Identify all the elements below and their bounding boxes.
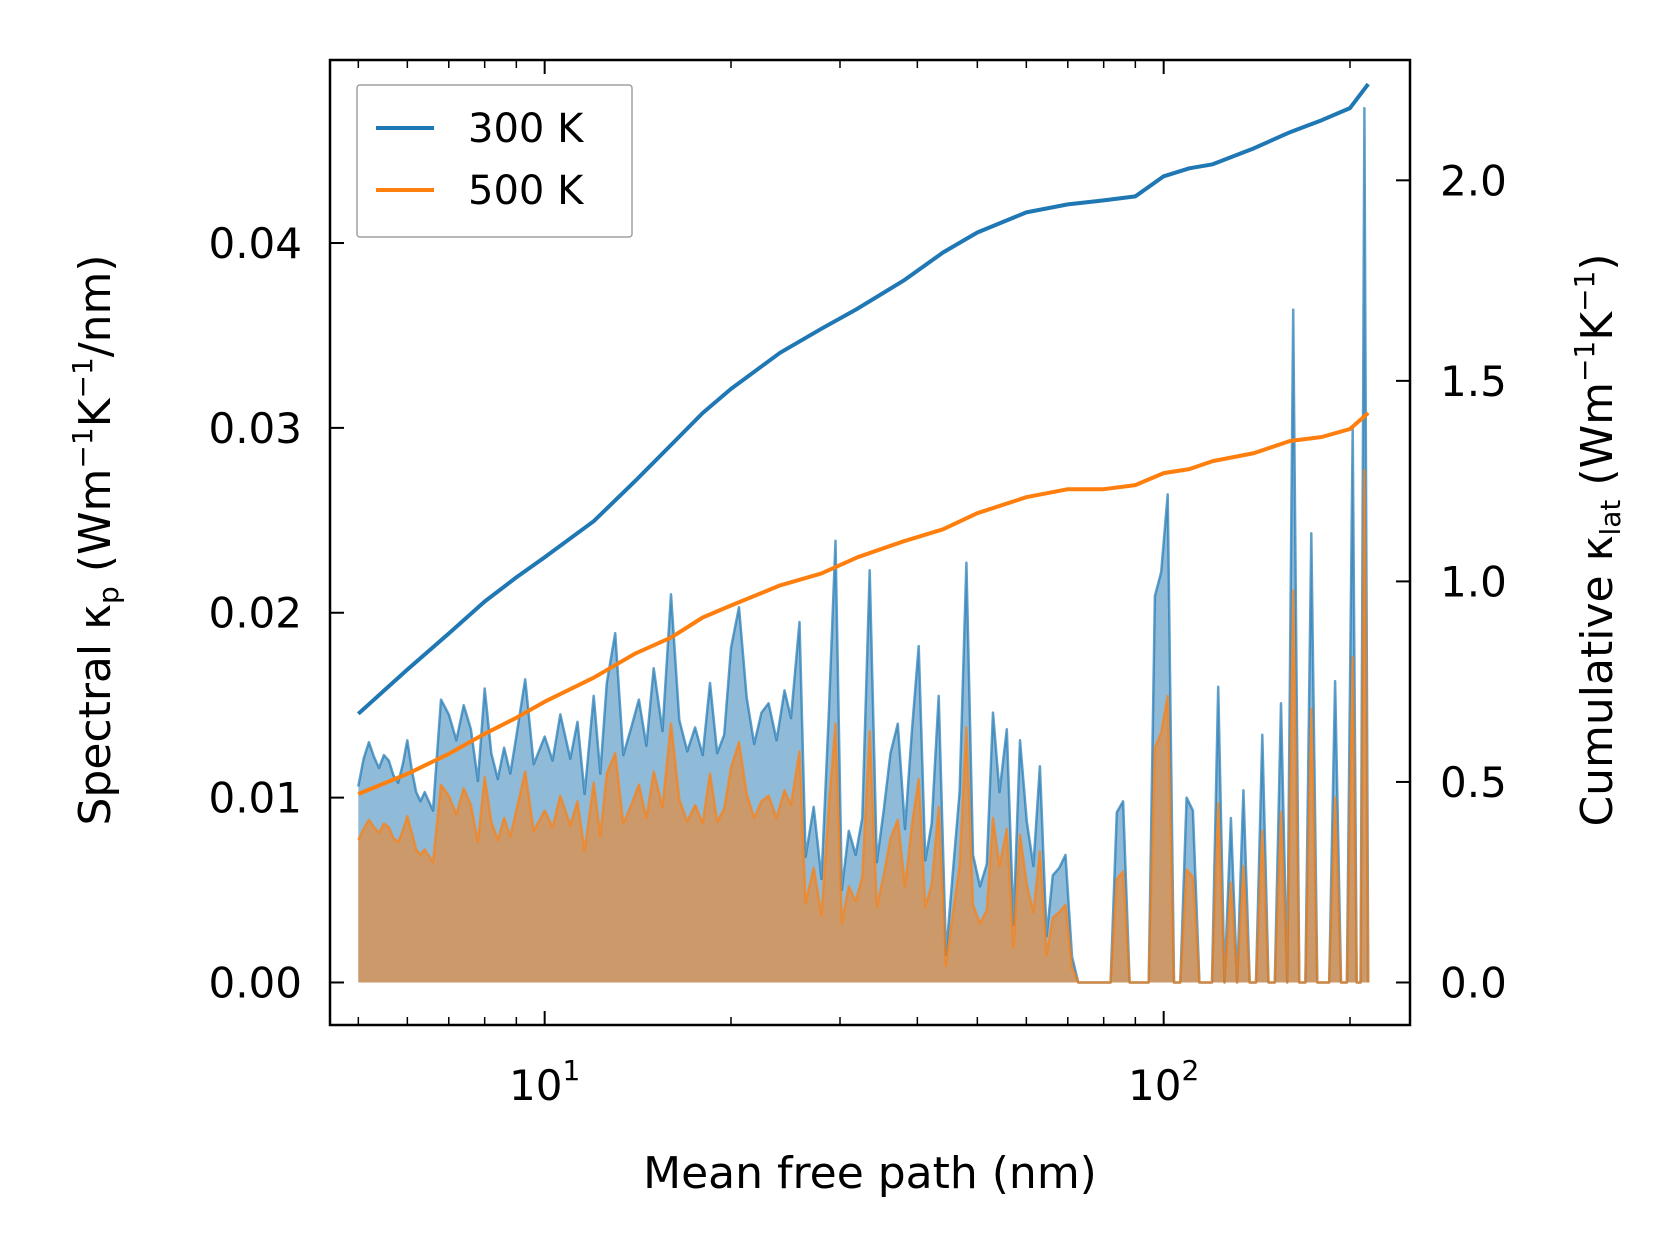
cumulative-line-300k	[356, 82, 1370, 716]
y-right-tick-label: 1.5	[1440, 357, 1507, 406]
legend-box	[356, 84, 633, 238]
y-right-label-k: K	[1572, 311, 1623, 341]
x-tick-exp: 2	[1181, 1054, 1199, 1087]
y-left-label-units: (Wm	[70, 469, 121, 587]
y-right-axis-label: Cumulative κlat (Wm−1K−1)	[1568, 253, 1627, 826]
tick-labels: 101 1020.000.010.020.030.040.00.51.01.52.…	[208, 156, 1506, 1110]
y-left-label-main: Spectral κ	[70, 604, 121, 826]
spectral-line-300k	[357, 106, 1370, 984]
y-right-label-units: (Wm	[1572, 382, 1623, 500]
y-right-tick-label: 1.0	[1440, 557, 1507, 606]
y-left-label-sup1: −1	[66, 427, 99, 468]
y-right-tick-label: 0.0	[1440, 958, 1507, 1007]
x-tick-label: 101	[509, 1054, 580, 1110]
y-left-tick-label: 0.02	[208, 589, 302, 638]
y-right-label-end: )	[1572, 253, 1623, 270]
y-left-label-sub: p	[92, 586, 125, 604]
axis-ticks	[330, 60, 1410, 1025]
spectral-line-500k	[357, 469, 1370, 984]
y-left-axis-label: Spectral κp (Wm−1K−1/nm)	[66, 254, 125, 825]
y-left-tick-label: 0.03	[208, 404, 302, 453]
axes-frame	[328, 58, 1412, 1027]
legend-label-500k: 500 K	[468, 168, 585, 214]
legend-label-300k: 300 K	[468, 106, 585, 152]
x-tick-base: 10	[509, 1061, 562, 1110]
y-left-tick-label: 0.04	[208, 219, 302, 268]
y-right-tick-label: 2.0	[1440, 156, 1507, 205]
y-right-label-sup2: −1	[1568, 271, 1601, 312]
y-left-label-k: K	[70, 397, 121, 427]
y-right-tick-label: 0.5	[1440, 758, 1507, 807]
x-tick-base: 10	[1128, 1061, 1181, 1110]
y-right-label-main: Cumulative κ	[1572, 535, 1623, 826]
cumulative-line-500k	[357, 411, 1370, 796]
y-left-label-sup2: −1	[66, 357, 99, 398]
x-tick-exp: 1	[562, 1054, 580, 1087]
y-left-label-end: /nm)	[70, 254, 121, 357]
x-tick-label: 102	[1128, 1054, 1199, 1110]
legend: 300 K 500 K	[356, 84, 633, 238]
y-left-tick-label: 0.00	[208, 958, 302, 1007]
y-right-label-sup1: −1	[1568, 341, 1601, 382]
spectral-fill-500k	[358, 470, 1369, 983]
y-left-tick-label: 0.01	[208, 774, 302, 823]
spectral-lines	[357, 106, 1370, 984]
cumulative-lines	[356, 82, 1370, 796]
x-axis-label: Mean free path (nm)	[643, 1148, 1097, 1199]
y-right-label-sub: lat	[1594, 500, 1627, 536]
